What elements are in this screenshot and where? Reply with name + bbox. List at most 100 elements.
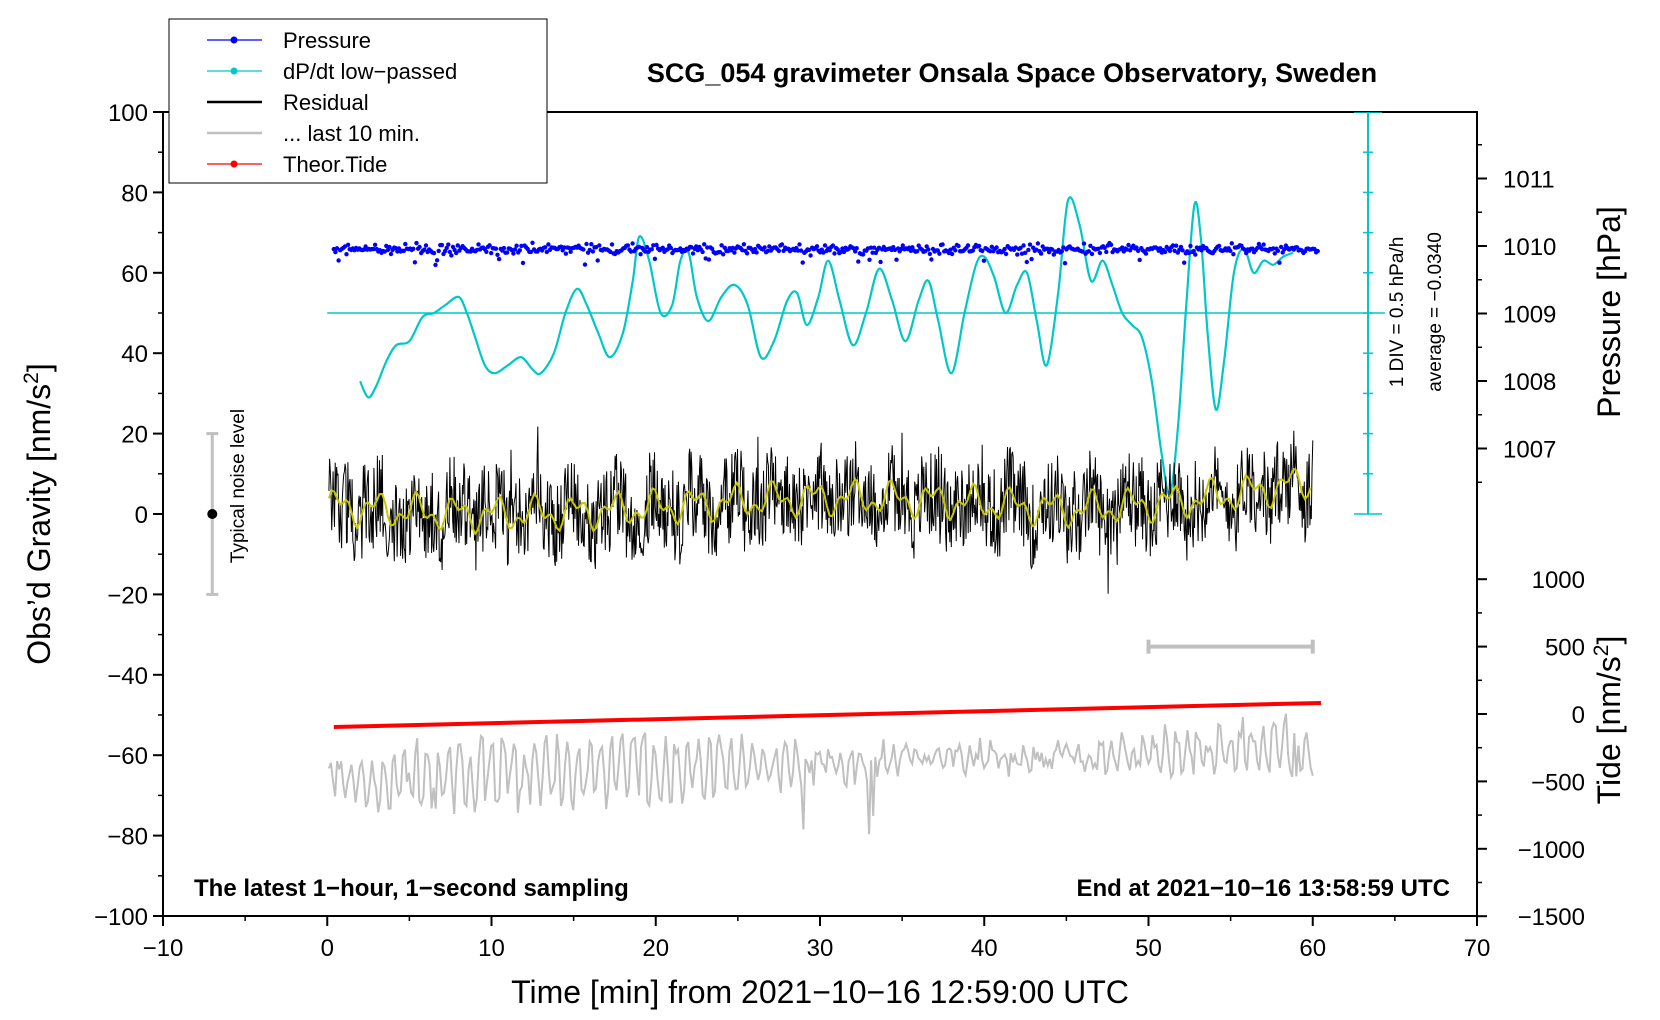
tide-tick-label: −1000: [1518, 837, 1585, 864]
y-axis-right-tide-label-main: Tide [nm/s: [1591, 656, 1627, 804]
pressure-point: [1170, 243, 1176, 248]
pressure-point: [910, 245, 915, 250]
pressure-point: [914, 249, 920, 254]
pressure-point: [940, 242, 945, 247]
y-axis-left-label-main: Obs’d Gravity [nm/s: [21, 384, 57, 665]
pressure-point: [1102, 245, 1107, 250]
dpdt-series: [359, 196, 1294, 496]
y-tick-label: 0: [135, 502, 148, 529]
pressure-point: [1002, 246, 1007, 252]
pressure-point: [546, 242, 551, 247]
y-tick-label: −100: [94, 904, 148, 931]
pressure-point: [401, 248, 406, 254]
pressure-point: [800, 260, 805, 265]
pressure-point: [956, 243, 961, 249]
pressure-point: [630, 241, 635, 246]
pressure-point: [517, 248, 522, 253]
pressure-point: [528, 249, 534, 255]
pressure-point: [652, 256, 658, 261]
pressure-point: [1104, 249, 1109, 255]
tide-tick-label: 1000: [1532, 567, 1585, 594]
pressure-point: [1229, 241, 1235, 246]
pressure-point: [1080, 249, 1085, 254]
pressure-point: [700, 249, 705, 255]
pressure-point: [660, 245, 665, 250]
pressure-point: [1231, 252, 1236, 257]
pressure-point: [776, 248, 782, 254]
corner-right-note: End at 2021−10−16 13:58:59 UTC: [1076, 875, 1450, 902]
y-tick-label: 60: [121, 261, 148, 288]
pressure-point: [1272, 251, 1278, 256]
pressure-point: [504, 250, 510, 255]
legend-swatch-dot: [230, 160, 238, 168]
pressure-point: [705, 245, 710, 250]
pressure-point: [927, 251, 933, 257]
residual-smoothed-line: [327, 467, 1312, 536]
pressure-tick-label: 1010: [1503, 234, 1556, 261]
pressure-point: [372, 242, 378, 247]
pressure-point: [512, 247, 518, 252]
y-tick-label: 40: [121, 341, 148, 368]
residual-smoothed-series: [327, 467, 1312, 536]
y-axis-right-pressure-label: Pressure [hPa]: [1591, 206, 1627, 418]
pressure-point: [568, 249, 573, 254]
pressure-point: [489, 250, 494, 256]
pressure-point: [981, 258, 987, 263]
x-axis-label: Time [min] from 2021−10−16 12:59:00 UTC: [511, 974, 1129, 1010]
pressure-point: [970, 248, 975, 253]
pressure-point: [1174, 243, 1179, 248]
pressure-point: [797, 242, 802, 247]
pressure-point: [1021, 243, 1026, 248]
tide-tick-label: −1500: [1518, 904, 1585, 931]
noise-level-label: Typical noise level: [228, 409, 249, 563]
pressure-point: [1038, 251, 1044, 256]
y-axis-right-tide: 1000 500 0 −500 −1000 −1500: [1477, 567, 1585, 931]
pressure-point: [709, 246, 715, 251]
pressure-point: [403, 241, 408, 247]
pressure-point: [1035, 241, 1041, 246]
pressure-point: [988, 249, 993, 254]
x-tick-label: 70: [1464, 935, 1491, 962]
pressure-tick-label: 1007: [1503, 437, 1556, 464]
pressure-point: [989, 244, 994, 249]
x-tick-label: 30: [807, 935, 834, 962]
pressure-point: [1244, 250, 1249, 256]
pressure-point: [894, 257, 899, 262]
pressure-point: [643, 249, 648, 254]
pressure-point: [495, 252, 500, 257]
noise-level-bar: [206, 432, 219, 596]
corner-left-note: The latest 1−hour, 1−second sampling: [194, 875, 629, 902]
pressure-point: [744, 251, 750, 256]
y-axis-right-tide-label-sup: 2: [1590, 645, 1613, 657]
x-tick-label: 0: [321, 935, 334, 962]
pressure-point: [455, 243, 460, 248]
pressure-point: [449, 253, 454, 258]
pressure-point: [387, 244, 392, 250]
y-axis-right-tide-label-tail: ]: [1591, 636, 1627, 645]
pressure-point: [1029, 256, 1034, 262]
pressure-point: [422, 247, 427, 252]
pressure-point: [628, 249, 634, 254]
pressure-point: [1277, 260, 1282, 265]
y-axis-right-pressure: 1011 1010 1009 1008 1007: [1477, 144, 1556, 483]
pressure-point: [1271, 246, 1276, 251]
y-tick-label: 20: [121, 422, 148, 449]
pressure-point: [371, 246, 376, 252]
pressure-point: [1045, 246, 1050, 251]
pressure-point: [872, 245, 877, 250]
pressure-point: [476, 242, 481, 247]
pressure-point: [1162, 249, 1168, 255]
pressure-point: [1126, 242, 1131, 248]
pressure-point: [1261, 242, 1266, 247]
pressure-point: [827, 248, 832, 253]
pressure-point: [584, 241, 589, 247]
pressure-point: [530, 240, 535, 245]
x-tick-label: 60: [1299, 935, 1326, 962]
legend: Pressure dP/dt low−passed Residual ... last…: [168, 18, 548, 184]
pressure-point: [417, 244, 422, 250]
pressure-point: [423, 243, 429, 248]
pressure-point: [454, 250, 459, 256]
pressure-point: [994, 245, 999, 250]
pressure-point: [706, 257, 712, 262]
tide-trace-series: [327, 713, 1314, 835]
